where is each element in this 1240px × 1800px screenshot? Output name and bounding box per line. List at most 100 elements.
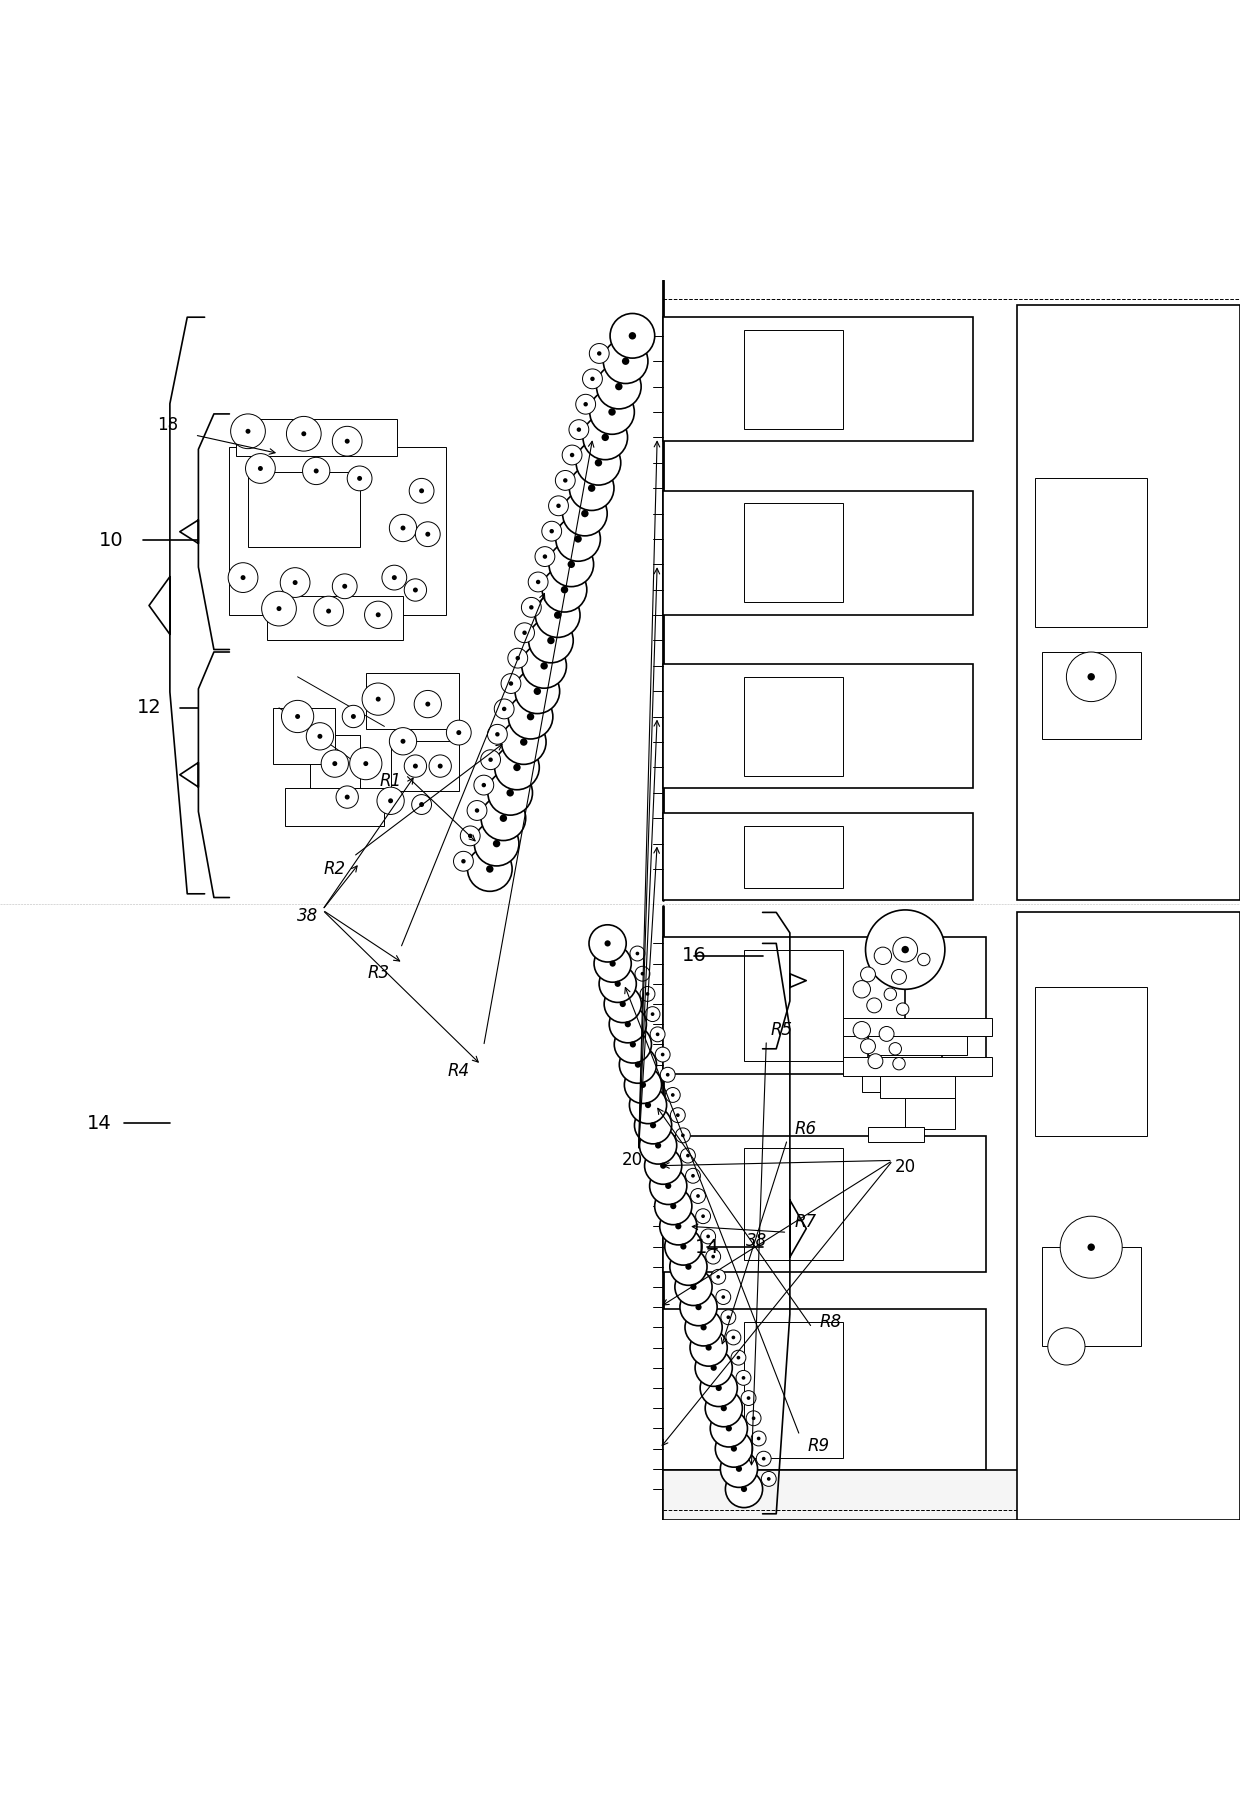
Circle shape bbox=[413, 763, 418, 769]
Circle shape bbox=[549, 529, 554, 533]
Circle shape bbox=[691, 1174, 694, 1177]
Circle shape bbox=[720, 1406, 727, 1411]
Circle shape bbox=[515, 623, 534, 643]
Bar bbox=[1017, 304, 1240, 900]
Circle shape bbox=[630, 947, 645, 961]
Circle shape bbox=[461, 859, 466, 864]
Circle shape bbox=[706, 1390, 743, 1427]
Circle shape bbox=[425, 702, 430, 707]
Circle shape bbox=[516, 655, 520, 661]
Circle shape bbox=[746, 1397, 750, 1400]
Circle shape bbox=[389, 515, 417, 542]
Circle shape bbox=[665, 1228, 702, 1265]
Circle shape bbox=[711, 1269, 725, 1283]
Circle shape bbox=[715, 1429, 753, 1467]
Bar bbox=[366, 673, 459, 729]
Circle shape bbox=[286, 416, 321, 452]
Circle shape bbox=[853, 1022, 870, 1039]
Circle shape bbox=[556, 517, 600, 562]
Circle shape bbox=[332, 574, 357, 599]
Circle shape bbox=[570, 454, 574, 457]
Text: 16: 16 bbox=[682, 947, 707, 965]
Bar bbox=[744, 677, 843, 776]
Circle shape bbox=[732, 1350, 746, 1364]
Circle shape bbox=[583, 416, 627, 459]
Circle shape bbox=[681, 1244, 687, 1249]
Circle shape bbox=[577, 441, 621, 484]
Circle shape bbox=[228, 563, 258, 592]
Text: 12: 12 bbox=[136, 698, 161, 716]
Circle shape bbox=[620, 1001, 626, 1008]
Circle shape bbox=[495, 698, 515, 718]
Bar bbox=[663, 1309, 986, 1471]
Circle shape bbox=[650, 1026, 665, 1042]
Circle shape bbox=[549, 542, 594, 587]
Bar bbox=[663, 814, 973, 900]
Circle shape bbox=[676, 1129, 691, 1143]
Circle shape bbox=[660, 1067, 675, 1082]
Circle shape bbox=[706, 1345, 712, 1350]
Circle shape bbox=[1087, 1244, 1095, 1251]
Circle shape bbox=[382, 565, 407, 590]
Circle shape bbox=[676, 1224, 682, 1229]
Circle shape bbox=[456, 731, 461, 734]
Circle shape bbox=[640, 1082, 646, 1087]
Circle shape bbox=[670, 1202, 676, 1210]
Circle shape bbox=[645, 1102, 651, 1109]
Circle shape bbox=[438, 763, 443, 769]
Circle shape bbox=[314, 596, 343, 626]
Circle shape bbox=[357, 475, 362, 481]
Circle shape bbox=[577, 427, 582, 432]
Circle shape bbox=[629, 331, 636, 340]
Circle shape bbox=[610, 313, 655, 358]
Circle shape bbox=[589, 344, 609, 364]
Circle shape bbox=[556, 470, 575, 490]
Circle shape bbox=[419, 803, 424, 806]
Circle shape bbox=[500, 814, 507, 823]
Bar bbox=[663, 664, 973, 788]
Circle shape bbox=[867, 997, 882, 1013]
Circle shape bbox=[696, 1210, 711, 1224]
Circle shape bbox=[280, 567, 310, 598]
Circle shape bbox=[689, 1328, 727, 1366]
Circle shape bbox=[321, 751, 348, 778]
Circle shape bbox=[345, 439, 350, 443]
Bar bbox=[1017, 913, 1240, 1519]
Circle shape bbox=[409, 479, 434, 504]
Circle shape bbox=[281, 700, 314, 733]
Circle shape bbox=[650, 1166, 687, 1204]
Bar bbox=[744, 329, 843, 428]
Circle shape bbox=[548, 495, 568, 517]
Circle shape bbox=[467, 801, 487, 821]
Circle shape bbox=[486, 866, 494, 873]
Circle shape bbox=[868, 1053, 883, 1069]
Circle shape bbox=[756, 1451, 771, 1467]
Circle shape bbox=[513, 763, 521, 770]
Text: R4: R4 bbox=[448, 1062, 470, 1080]
Bar bbox=[391, 742, 459, 790]
Circle shape bbox=[533, 688, 541, 695]
Circle shape bbox=[301, 432, 306, 436]
Circle shape bbox=[686, 1154, 689, 1157]
Circle shape bbox=[746, 1411, 761, 1426]
Circle shape bbox=[317, 734, 322, 738]
Circle shape bbox=[487, 770, 532, 815]
Bar bbox=[880, 1076, 955, 1098]
Circle shape bbox=[625, 1021, 631, 1028]
Bar bbox=[868, 1037, 967, 1055]
Circle shape bbox=[1066, 652, 1116, 702]
Circle shape bbox=[892, 970, 906, 985]
Bar bbox=[744, 1321, 843, 1458]
Circle shape bbox=[681, 1148, 696, 1163]
Circle shape bbox=[712, 1255, 715, 1258]
Circle shape bbox=[262, 590, 296, 626]
Circle shape bbox=[701, 1229, 715, 1244]
Circle shape bbox=[1087, 673, 1095, 680]
Circle shape bbox=[595, 459, 603, 466]
Circle shape bbox=[596, 364, 641, 409]
Circle shape bbox=[404, 580, 427, 601]
Circle shape bbox=[715, 1289, 730, 1305]
Circle shape bbox=[761, 1471, 776, 1487]
Circle shape bbox=[646, 992, 650, 995]
Circle shape bbox=[588, 484, 595, 491]
